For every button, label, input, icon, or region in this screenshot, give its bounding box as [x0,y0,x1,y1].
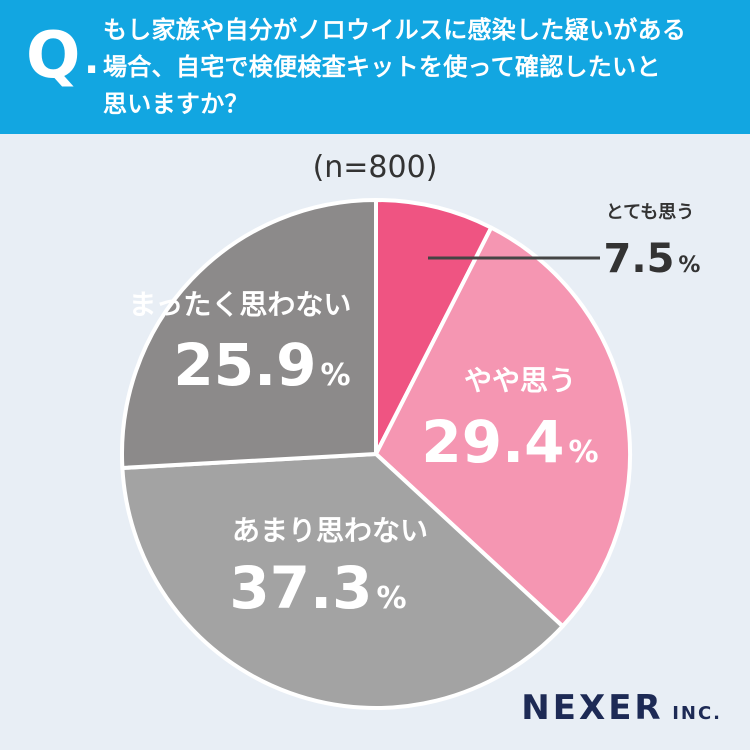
pie-slice-2 [374,225,632,629]
sample-size: (n=800) [312,150,438,185]
logo-sub: INC. [672,703,722,724]
pie-slice-1 [374,198,494,456]
slice-unit-1: % [678,253,700,278]
slice-value-3: 37.3 [229,554,372,622]
slice-label-4: まったく思わない [129,288,352,321]
logo-main: NEXER [521,688,664,728]
pie-slice-4 [120,198,378,470]
slice-unit-3: % [377,581,407,616]
question-line-3: 思いますか？ [103,90,249,118]
slice-value-label-1: 7.5% [604,236,701,282]
slice-value-label-2: 29.4% [421,408,598,476]
company-logo: NEXER INC. [521,688,722,728]
slice-unit-2: % [569,435,599,470]
slice-value-2: 29.4 [421,408,564,476]
slice-value-4: 25.9 [173,331,316,399]
q-dot: . [84,37,100,83]
question-text: もし家族や自分がノロウイルスに感染した疑いがある 場合、自宅で検便検査キットを使… [103,12,743,123]
pie-slice-3 [120,452,565,710]
slice-value-label-4: 25.9% [173,331,350,399]
slice-label-2: やや思う [464,364,576,397]
q-mark: Q [26,19,81,93]
slice-unit-4: % [321,358,351,393]
slice-label-1: とても思う [606,202,695,223]
question-banner: Q . もし家族や自分がノロウイルスに感染した疑いがある 場合、自宅で検便検査キ… [0,0,750,134]
question-line-2: 場合、自宅で検便検査キットを使って確認したいと [103,53,661,81]
slice-label-3: あまり思わない [232,514,428,547]
question-line-1: もし家族や自分がノロウイルスに感染した疑いがある [103,16,687,44]
slice-value-label-3: 37.3% [229,554,406,622]
slice-value-1: 7.5 [604,236,675,282]
